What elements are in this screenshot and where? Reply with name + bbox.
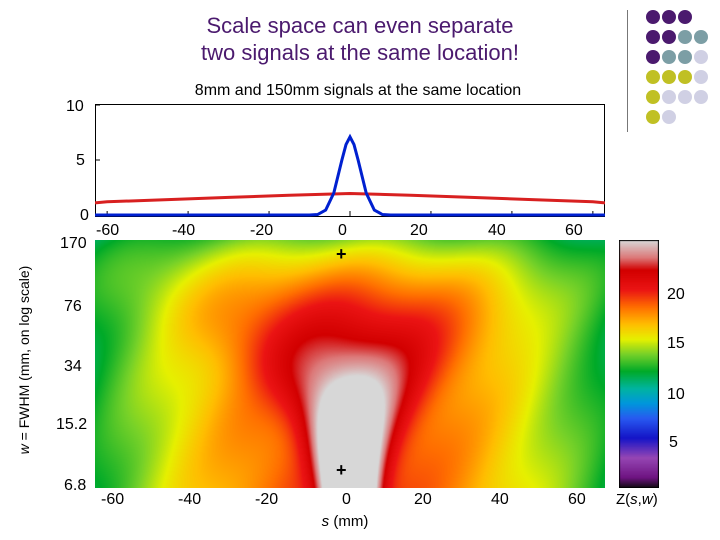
cbar-label-s: s — [630, 491, 638, 508]
bottom-x-tick-60: 60 — [568, 491, 586, 508]
top-y-tick-5: 5 — [76, 152, 85, 169]
xlabel-s: s — [321, 513, 330, 530]
decorative-dot — [646, 30, 660, 44]
bottom-x-axis-label: s (mm) — [310, 513, 380, 530]
marker-bottom: + — [336, 460, 347, 480]
ylabel-w: w — [16, 444, 32, 455]
top-x-tick-0: 0 — [338, 222, 347, 239]
cbar-label-suffix: ) — [652, 491, 658, 508]
decorative-dot — [662, 70, 676, 84]
top-x-tick-neg20: -20 — [250, 222, 274, 239]
cbar-label-prefix: Z( — [616, 491, 631, 508]
decorative-dot — [694, 30, 708, 44]
decorative-dot-grid — [646, 10, 708, 124]
colorbar-label: Z(s,w) — [616, 491, 658, 508]
bottom-x-tick-0: 0 — [342, 491, 351, 508]
xlabel-rest: (mm) — [329, 513, 369, 530]
decorative-dot — [662, 110, 676, 124]
cbar-label-w: w — [641, 491, 653, 508]
bottom-x-tick-neg60: -60 — [101, 491, 125, 508]
decorative-dot — [694, 70, 708, 84]
decorative-dot — [662, 10, 676, 24]
bottom-y-tick-6-8: 6.8 — [64, 477, 87, 494]
top-x-tick-20: 20 — [410, 222, 428, 239]
colorbar — [619, 240, 659, 488]
bottom-x-tick-neg40: -40 — [178, 491, 202, 508]
top-x-tick-neg60: -60 — [96, 222, 120, 239]
decorative-dot — [646, 50, 660, 64]
decorative-dot — [662, 50, 676, 64]
decorative-dot — [678, 30, 692, 44]
decorative-dot — [646, 110, 660, 124]
bottom-y-axis-label: w = FWHM (mm, on log scale) — [16, 225, 36, 495]
decorative-dot — [662, 30, 676, 44]
bottom-y-tick-15-2: 15.2 — [56, 416, 88, 433]
top-plot-title: 8mm and 150mm signals at the same locati… — [194, 82, 522, 99]
bottom-x-tick-40: 40 — [491, 491, 509, 508]
bottom-y-tick-34: 34 — [64, 358, 82, 375]
top-y-tick-10: 10 — [66, 98, 84, 115]
decorative-dot — [646, 70, 660, 84]
colorbar-tick-20: 20 — [667, 286, 685, 303]
top-line-plot — [95, 104, 605, 217]
scale-space-heatmap — [95, 240, 605, 488]
top-x-tick-neg40: -40 — [172, 222, 196, 239]
decorative-divider — [627, 10, 628, 132]
decorative-dot — [646, 90, 660, 104]
decorative-dot — [694, 90, 708, 104]
decorative-dot — [678, 90, 692, 104]
marker-top: + — [336, 244, 347, 264]
slide-title: Scale space can even separate two signal… — [110, 12, 610, 66]
colorbar-tick-5: 5 — [669, 434, 678, 451]
top-y-tick-0: 0 — [80, 207, 89, 224]
colorbar-tick-15: 15 — [667, 335, 685, 352]
top-x-tick-60: 60 — [565, 222, 583, 239]
decorative-dot — [662, 90, 676, 104]
decorative-dot — [646, 10, 660, 24]
series-line-narrow-signal — [95, 133, 605, 217]
series-line-wide-signal — [95, 191, 605, 205]
title-line-2: two signals at the same location! — [201, 40, 519, 65]
decorative-dot — [678, 50, 692, 64]
title-line-1: Scale space can even separate — [206, 13, 514, 38]
bottom-y-tick-170: 170 — [60, 235, 87, 252]
decorative-dot — [694, 50, 708, 64]
cbar-label-comma: , — [637, 491, 642, 508]
colorbar-tick-10: 10 — [667, 386, 685, 403]
ylabel-rest: = FWHM (mm, on log scale) — [16, 265, 32, 445]
decorative-dot — [678, 70, 692, 84]
bottom-y-tick-76: 76 — [64, 298, 82, 315]
top-x-tick-40: 40 — [488, 222, 506, 239]
bottom-x-tick-20: 20 — [414, 491, 432, 508]
bottom-x-tick-neg20: -20 — [255, 491, 279, 508]
decorative-dot — [678, 10, 692, 24]
